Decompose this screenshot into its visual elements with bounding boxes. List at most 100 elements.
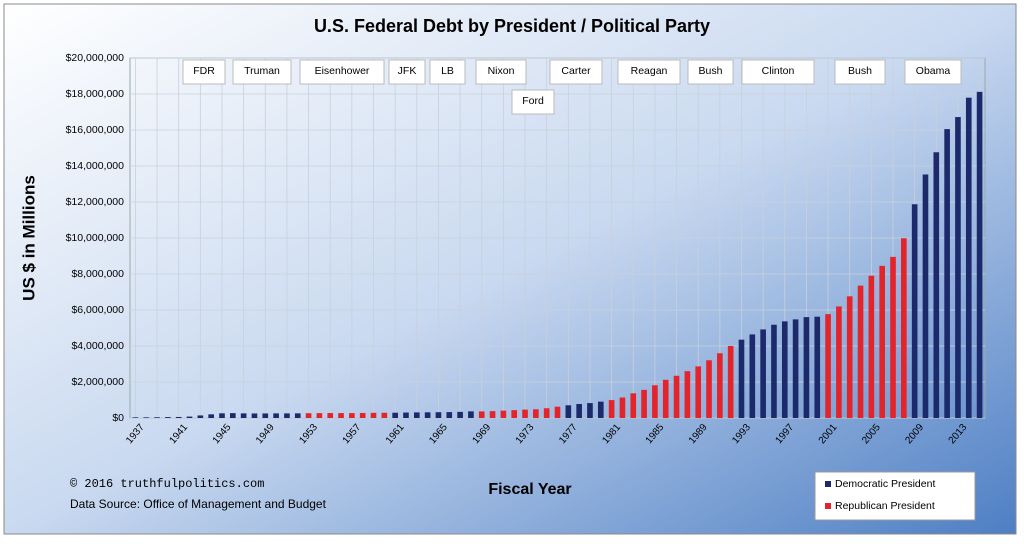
bar [846, 296, 853, 418]
bar [294, 413, 301, 418]
bar [738, 339, 745, 418]
bar [478, 411, 485, 418]
y-tick-label: $14,000,000 [66, 160, 125, 172]
bar [197, 415, 204, 418]
president-label: Nixon [488, 65, 515, 77]
y-tick-label: $8,000,000 [71, 268, 124, 280]
legend-swatch [825, 481, 831, 487]
president-box [687, 59, 734, 85]
copyright: © 2016 truthfulpolitics.com [70, 477, 264, 491]
bar [857, 285, 864, 418]
legend-label: Democratic President [835, 478, 935, 490]
bar [316, 413, 323, 418]
bar [911, 204, 918, 418]
bar [879, 265, 885, 418]
president-box [617, 59, 681, 85]
bar [662, 379, 669, 418]
bar [976, 91, 983, 418]
chart-title: U.S. Federal Debt by President / Politic… [314, 16, 710, 36]
president-label: Reagan [631, 65, 668, 77]
bar [868, 275, 875, 418]
president-box [475, 59, 527, 85]
bar [413, 412, 420, 418]
bar [792, 319, 799, 418]
bar [392, 412, 398, 418]
bar [641, 389, 647, 418]
legend-swatch [825, 503, 831, 509]
bar [706, 360, 712, 418]
president-label: LB [441, 65, 454, 77]
bar [576, 404, 582, 418]
bar [944, 129, 950, 418]
bar [359, 412, 366, 418]
bar [327, 413, 334, 418]
bar [533, 409, 539, 418]
bar [446, 412, 453, 418]
bar [543, 408, 550, 418]
bar [933, 152, 940, 418]
president-label: Clinton [762, 65, 795, 77]
president-label: Ford [522, 95, 544, 107]
bar [370, 412, 377, 418]
bar [435, 412, 442, 418]
bar [424, 412, 431, 418]
y-tick-label: $0 [112, 412, 124, 424]
president-label: Carter [561, 65, 591, 77]
bar [349, 413, 355, 418]
president-label: Bush [848, 65, 872, 77]
president-label: FDR [193, 65, 215, 77]
bar [240, 413, 247, 418]
bar [749, 334, 756, 418]
y-tick-label: $4,000,000 [71, 340, 124, 352]
bar [965, 97, 972, 418]
y-tick-label: $2,000,000 [71, 376, 124, 388]
y-tick-label: $18,000,000 [66, 88, 125, 100]
bar [500, 410, 507, 418]
bar [511, 410, 518, 418]
bar [457, 411, 463, 418]
bar [630, 393, 637, 418]
bar [803, 317, 810, 418]
president-box [834, 59, 886, 85]
president-box [232, 59, 292, 85]
bar [489, 411, 496, 418]
bar [771, 324, 777, 418]
president-label: Truman [244, 65, 280, 77]
bar [262, 413, 269, 418]
president-label: Bush [699, 65, 723, 77]
background [3, 3, 1017, 535]
bar [901, 238, 907, 418]
bar [251, 413, 258, 418]
bar [587, 403, 593, 418]
bar [652, 385, 658, 418]
bar [338, 413, 344, 418]
president-label: JFK [398, 65, 417, 77]
bar [143, 417, 150, 418]
bar [175, 416, 182, 418]
bar [836, 306, 842, 418]
y-tick-label: $20,000,000 [66, 52, 125, 64]
bar [565, 405, 572, 418]
bar [781, 321, 788, 418]
bar [890, 256, 896, 418]
bar [219, 413, 225, 418]
bar [381, 412, 388, 418]
bar [825, 314, 831, 418]
bar [619, 397, 626, 418]
bar [695, 366, 702, 418]
bar [955, 117, 961, 419]
bar [305, 413, 312, 418]
bar [132, 417, 139, 418]
president-box [388, 59, 426, 85]
bar [814, 316, 821, 418]
president-box [511, 89, 555, 115]
president-box [429, 59, 466, 85]
bar [208, 414, 214, 418]
president-label: Eisenhower [315, 65, 370, 77]
legend [814, 471, 976, 521]
bar [186, 416, 193, 418]
legend-label: Republican President [835, 500, 935, 512]
y-tick-label: $12,000,000 [66, 196, 125, 208]
bar [673, 375, 680, 418]
